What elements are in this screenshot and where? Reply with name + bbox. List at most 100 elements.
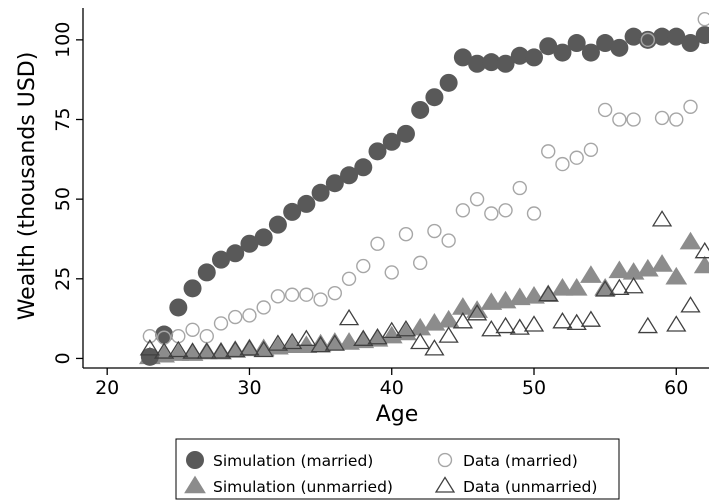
data-point bbox=[553, 43, 572, 62]
data-point bbox=[356, 258, 371, 274]
data-point bbox=[253, 340, 274, 358]
data-point bbox=[239, 339, 260, 356]
data-point bbox=[340, 166, 359, 185]
data-point bbox=[537, 284, 560, 302]
data-point bbox=[523, 315, 545, 332]
data-point bbox=[197, 263, 216, 282]
x-tick-label: 60 bbox=[664, 377, 688, 399]
data-point bbox=[608, 260, 631, 279]
data-point bbox=[481, 319, 502, 337]
data-point bbox=[395, 319, 417, 337]
data-point bbox=[653, 27, 672, 46]
data-point bbox=[640, 32, 656, 48]
y-tick-label: 50 bbox=[52, 187, 74, 211]
x-tick-label: 20 bbox=[95, 377, 119, 399]
data-point bbox=[325, 174, 344, 193]
data-point bbox=[199, 328, 214, 344]
data-point bbox=[651, 254, 673, 272]
legend-label: Simulation (married) bbox=[213, 452, 373, 470]
data-point bbox=[596, 34, 615, 53]
data-point bbox=[468, 54, 487, 73]
data-point bbox=[296, 329, 317, 346]
data-point bbox=[512, 180, 527, 196]
data-point bbox=[310, 335, 331, 353]
data-point bbox=[697, 11, 709, 27]
x-tick-label: 50 bbox=[522, 377, 546, 399]
data-point bbox=[367, 327, 388, 345]
data-point bbox=[637, 316, 658, 334]
data-point bbox=[665, 266, 688, 285]
data-point bbox=[196, 342, 217, 359]
legend-marker bbox=[186, 451, 204, 469]
data-point bbox=[681, 34, 700, 53]
data-point bbox=[410, 332, 431, 350]
data-point bbox=[353, 329, 374, 346]
data-point bbox=[268, 215, 287, 234]
legend-label: Simulation (unmarried) bbox=[213, 478, 393, 496]
data-point bbox=[238, 338, 261, 357]
data-point bbox=[583, 142, 599, 157]
legend-marker bbox=[184, 475, 206, 494]
data-point bbox=[581, 43, 600, 62]
y-tick-label: 100 bbox=[52, 22, 74, 58]
data-point bbox=[455, 203, 471, 218]
data-point bbox=[381, 321, 402, 338]
chart-marks bbox=[139, 11, 709, 366]
data-point bbox=[438, 326, 459, 343]
data-point bbox=[566, 313, 587, 331]
data-point bbox=[225, 340, 246, 358]
data-point bbox=[195, 341, 218, 360]
data-point bbox=[281, 332, 303, 350]
legend-item: Data (married) bbox=[437, 452, 578, 470]
data-point bbox=[341, 271, 357, 286]
data-point bbox=[469, 191, 485, 207]
data-point bbox=[155, 325, 174, 344]
data-point bbox=[441, 233, 456, 248]
data-point bbox=[254, 228, 273, 247]
data-point bbox=[484, 206, 499, 221]
data-point bbox=[654, 110, 670, 126]
data-point bbox=[552, 312, 573, 329]
data-point bbox=[667, 27, 686, 46]
y-tick-label: 25 bbox=[52, 267, 74, 291]
data-point bbox=[538, 284, 559, 302]
data-point bbox=[623, 276, 644, 294]
data-point bbox=[284, 287, 300, 302]
data-point bbox=[495, 316, 516, 334]
data-point bbox=[452, 297, 474, 315]
data-point bbox=[695, 26, 709, 45]
data-point bbox=[382, 132, 401, 151]
data-point bbox=[413, 255, 428, 271]
data-point bbox=[580, 265, 602, 283]
data-point bbox=[171, 328, 186, 344]
data-point bbox=[567, 34, 586, 53]
legend: Simulation (married) Data (married) Simula… bbox=[175, 438, 620, 500]
data-point bbox=[324, 334, 345, 351]
data-point bbox=[311, 183, 330, 202]
data-point bbox=[182, 342, 203, 359]
data-point bbox=[168, 340, 189, 358]
data-point bbox=[384, 265, 399, 280]
data-point bbox=[183, 279, 202, 298]
data-point bbox=[267, 334, 289, 351]
data-point bbox=[240, 234, 259, 253]
data-point bbox=[580, 310, 602, 327]
data-point bbox=[610, 38, 629, 57]
data-point bbox=[396, 124, 415, 143]
data-point bbox=[651, 210, 673, 227]
data-point bbox=[626, 112, 641, 127]
data-point bbox=[624, 27, 643, 46]
data-point bbox=[370, 236, 385, 251]
data-point bbox=[551, 278, 574, 296]
data-point bbox=[525, 48, 544, 67]
legend-item: Simulation (married) bbox=[186, 451, 373, 470]
data-point bbox=[439, 73, 458, 92]
data-point bbox=[509, 318, 530, 335]
data-point bbox=[142, 328, 158, 344]
data-point bbox=[411, 100, 430, 119]
x-axis-title: Age bbox=[376, 402, 419, 427]
data-point bbox=[683, 99, 698, 114]
legend-item: Simulation (unmarried) bbox=[184, 475, 393, 496]
data-point bbox=[569, 150, 584, 165]
data-point bbox=[666, 315, 687, 332]
